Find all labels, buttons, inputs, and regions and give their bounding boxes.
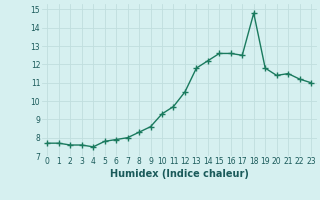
X-axis label: Humidex (Indice chaleur): Humidex (Indice chaleur) bbox=[110, 169, 249, 179]
